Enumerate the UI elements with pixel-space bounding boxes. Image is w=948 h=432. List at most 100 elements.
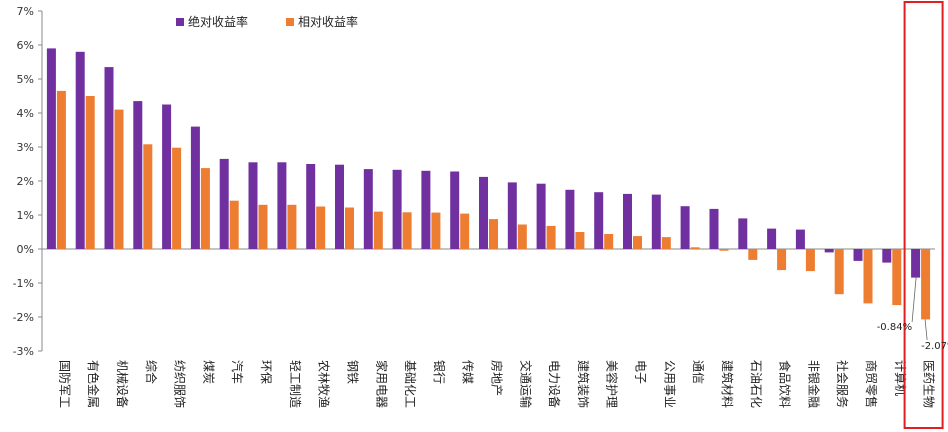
category-label: 环保 [259, 360, 273, 384]
category-label: 通信 [691, 360, 705, 384]
bar-absolute [190, 126, 200, 249]
bar-relative [633, 236, 642, 249]
category-label: 农林牧渔 [317, 360, 331, 408]
category-label: 纺织服饰 [173, 360, 187, 408]
bar-absolute [507, 182, 517, 249]
bar-relative [517, 224, 527, 249]
category-label: 电子 [634, 360, 648, 384]
bar-relative [460, 213, 470, 249]
bar-relative [258, 204, 268, 249]
bar-absolute [651, 194, 661, 249]
bar-absolute [219, 158, 229, 249]
y-tick-label: 1% [17, 209, 34, 222]
category-label: 医药生物 [922, 360, 936, 408]
bar-relative [661, 237, 671, 249]
bar-relative [143, 144, 153, 249]
y-tick-label: -3% [13, 345, 34, 358]
bar-absolute [306, 164, 316, 249]
bar-relative [863, 249, 873, 304]
bar-absolute [133, 101, 143, 249]
bar-relative [690, 247, 700, 249]
y-tick-label: 3% [17, 141, 34, 154]
category-label: 交通运输 [518, 360, 533, 408]
category-label: 轻工制造 [288, 360, 302, 408]
y-tick-label: 2% [17, 175, 34, 188]
bar-absolute [709, 208, 719, 249]
category-label: 建筑材料 [720, 360, 735, 408]
category-label: 公用事业 [662, 360, 676, 408]
bar-absolute [795, 229, 805, 249]
category-label: 煤炭 [201, 360, 215, 384]
bar-absolute [824, 249, 834, 253]
bar-relative [575, 232, 585, 249]
bar-absolute [450, 171, 460, 249]
category-label: 建筑装饰 [576, 360, 591, 408]
bar-relative [748, 249, 758, 260]
category-label: 传媒 [461, 360, 476, 384]
bar-relative [777, 249, 787, 271]
bar-relative [56, 90, 66, 250]
y-tick-label: 0% [17, 243, 34, 256]
bar-absolute [248, 162, 258, 249]
annotation-leader [911, 277, 917, 323]
bar-absolute [75, 51, 85, 249]
category-label: 钢铁 [345, 360, 359, 384]
bar-absolute [392, 169, 402, 249]
category-label: 食品饮料 [778, 360, 793, 408]
category-label: 房地产 [490, 360, 505, 396]
bar-relative [719, 249, 729, 251]
axes: -3% -2% -1% 0% 1% 2% 3% 4% 5% 6% 7% [13, 5, 935, 358]
bar-absolute [479, 176, 488, 249]
y-tick-label: 4% [17, 107, 34, 120]
bar-absolute [363, 169, 373, 249]
bar-absolute [335, 164, 344, 249]
category-labels: 国防军工 有色金属 机械设备 综合 纺织服饰 煤炭 汽车 环保 轻工制造 农林牧渔 钢铁 家用电器 基础… [57, 360, 935, 408]
bar-relative [373, 211, 383, 249]
bar-relative [85, 96, 95, 249]
y-tick-label: -1% [13, 277, 34, 290]
bar-relative [892, 249, 902, 306]
bar-absolute [853, 249, 863, 261]
category-label: 石油石化 [749, 360, 763, 408]
category-label: 电力设备 [547, 360, 561, 408]
category-label: 家用电器 [374, 360, 389, 408]
legend-swatch [286, 18, 294, 26]
annotation-label: -2.07% [921, 341, 948, 352]
category-label: 社会服务 [835, 360, 850, 408]
legend-label: 相对收益率 [298, 14, 358, 29]
category-label: 基础化工 [403, 360, 417, 408]
category-label: 机械设备 [115, 360, 130, 408]
category-label: 非银金融 [806, 360, 821, 408]
category-label: 商贸零售 [864, 360, 879, 408]
bar-relative [316, 206, 326, 249]
annotation-label: -0.84% [877, 322, 912, 333]
y-tick-label: -2% [13, 311, 34, 324]
bar-relative [834, 249, 844, 295]
bar-relative [489, 219, 498, 249]
bar-absolute [882, 249, 892, 263]
bar-relative [200, 168, 210, 249]
bar-absolute [680, 206, 690, 249]
bar-relative [805, 249, 815, 272]
bar-absolute [623, 193, 632, 249]
bars [46, 48, 931, 320]
bar-relative [345, 207, 354, 249]
highlight-box [903, 1, 944, 429]
bar-absolute [46, 48, 56, 250]
category-label: 汽车 [230, 360, 245, 384]
category-label: 有色金属 [86, 360, 101, 408]
bar-relative [402, 212, 412, 249]
category-label: 银行 [432, 360, 446, 384]
bar-relative [287, 204, 297, 249]
bar-absolute [767, 228, 777, 249]
y-tick-label: 6% [17, 39, 34, 52]
annotation-leader [924, 319, 928, 341]
legend-swatch [176, 18, 184, 26]
bar-relative [546, 225, 556, 249]
category-label: 国防军工 [57, 360, 72, 408]
bar-relative [921, 249, 931, 320]
annotations: -0.84% -2.07% [877, 1, 948, 429]
bar-relative [229, 200, 239, 249]
bar-relative [604, 234, 614, 249]
